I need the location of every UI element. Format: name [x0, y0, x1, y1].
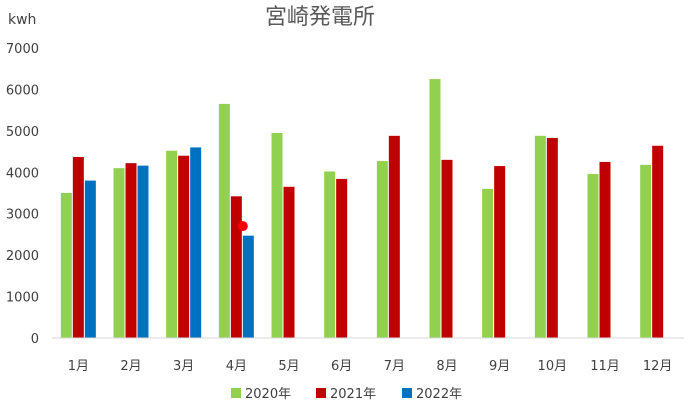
bar-2020年-6月: [324, 171, 336, 338]
bar-2020年-11月: [587, 173, 599, 338]
bar-2021年-1月: [72, 156, 84, 338]
bar-2021年-6月: [336, 178, 348, 338]
x-tick-label: 10月: [538, 359, 568, 374]
y-tick-label: 1000: [6, 291, 39, 306]
bar-2022年-3月: [190, 147, 202, 338]
bar-2021年-8月: [441, 159, 453, 338]
bar-2021年-11月: [599, 161, 611, 338]
bar-2022年-2月: [137, 165, 149, 338]
legend-swatch: [316, 388, 326, 398]
y-tick-label: 3000: [6, 208, 39, 223]
y-tick-label: 5000: [6, 125, 39, 140]
legend-swatch: [402, 388, 412, 398]
bars-group: [60, 79, 664, 339]
x-tick-label: 6月: [331, 359, 352, 374]
x-tick-label: 12月: [643, 359, 673, 374]
legend-label: 2022年: [416, 387, 462, 402]
bar-2021年-4月: [230, 196, 242, 338]
legend-label: 2021年: [330, 387, 376, 402]
bar-2020年-7月: [376, 161, 388, 338]
bar-2022年-1月: [84, 180, 96, 338]
y-tick-label: 6000: [6, 83, 39, 98]
x-tick-label: 9月: [489, 359, 510, 374]
bar-2022年-4月: [242, 235, 254, 338]
bar-2020年-1月: [60, 193, 72, 338]
bar-2021年-5月: [283, 186, 295, 338]
x-tick-label: 3月: [173, 359, 194, 374]
y-axis-ticks: 0 1000 2000 3000 4000 5000 6000 7000: [6, 42, 39, 347]
bar-2020年-8月: [429, 79, 441, 339]
bar-2020年-12月: [640, 164, 652, 338]
bar-2021年-3月: [178, 155, 190, 338]
x-tick-label: 7月: [384, 359, 405, 374]
legend: 2020年 2021年 2022年: [231, 387, 462, 402]
y-axis-label: kwh: [8, 12, 36, 28]
bar-2021年-10月: [546, 137, 558, 338]
bar-2020年-5月: [271, 132, 283, 338]
x-tick-label: 8月: [436, 359, 457, 374]
legend-swatch: [231, 388, 241, 398]
markers-group: [237, 221, 248, 232]
bar-2020年-3月: [166, 150, 178, 338]
y-tick-label: 2000: [6, 249, 39, 264]
bar-2021年-2月: [125, 163, 137, 338]
bar-2021年-7月: [388, 135, 400, 338]
bar-2021年-12月: [652, 145, 664, 338]
x-tick-label: 1月: [68, 359, 89, 374]
legend-label: 2020年: [245, 387, 291, 402]
y-tick-label: 7000: [6, 42, 39, 57]
x-tick-label: 2月: [120, 359, 141, 374]
y-tick-label: 0: [31, 332, 39, 347]
bar-2020年-2月: [113, 168, 125, 338]
y-tick-label: 4000: [6, 166, 39, 181]
bar-2020年-9月: [482, 188, 494, 338]
x-axis-ticks: 1月 2月 3月 4月 5月 6月 7月 8月 9月 10月 11月 12月: [68, 359, 673, 374]
bar-2021年-9月: [494, 166, 506, 338]
x-tick-label: 4月: [226, 359, 247, 374]
x-tick-label: 5月: [278, 359, 299, 374]
bar-2020年-4月: [218, 103, 230, 338]
marker-point: [237, 221, 248, 232]
chart-title: 宮崎発電所: [265, 5, 375, 30]
bar-2020年-10月: [534, 135, 546, 338]
x-tick-label: 11月: [590, 359, 620, 374]
